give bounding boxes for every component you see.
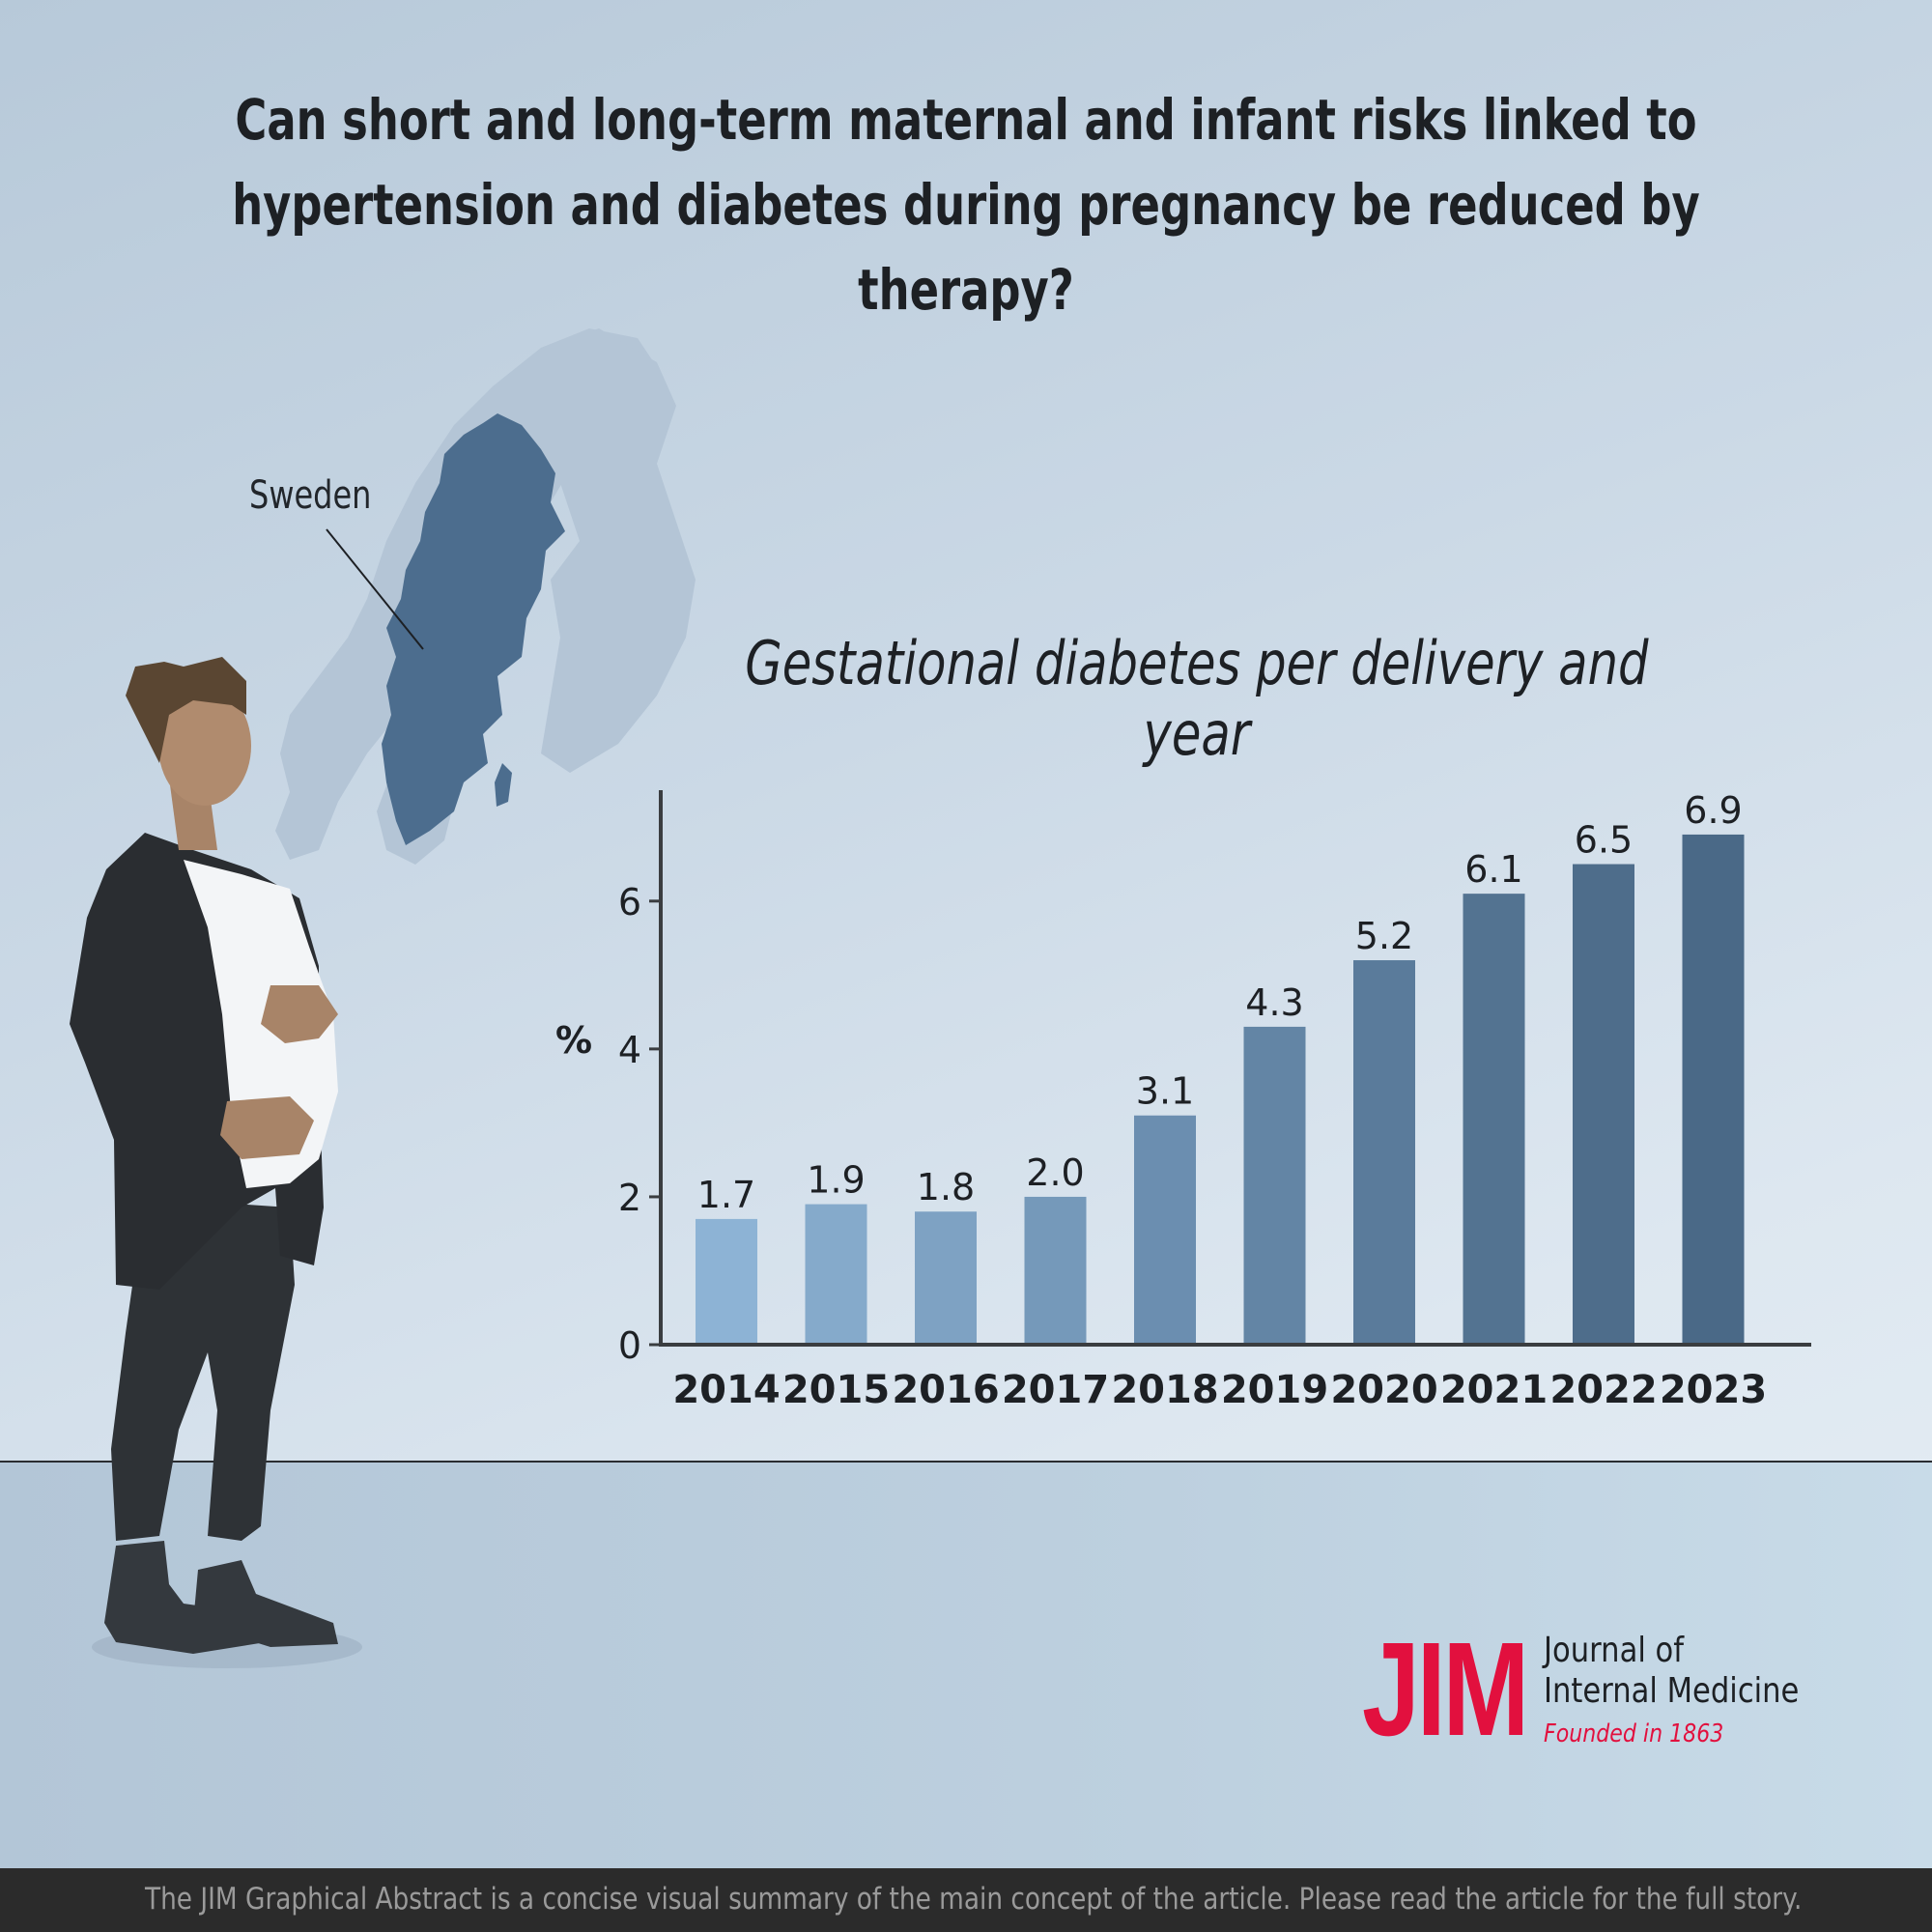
y-tick-label: 6 xyxy=(618,881,641,923)
value-label: 5.2 xyxy=(1355,915,1413,957)
x-tick-label: 2016 xyxy=(892,1368,999,1412)
title-line-2: hypertension and diabetes during pregnan… xyxy=(232,172,1700,323)
title-line-1: Can short and long-term maternal and inf… xyxy=(235,87,1697,153)
logo-name-line-2: Internal Medicine xyxy=(1544,1671,1800,1711)
bar-2019 xyxy=(1243,1026,1306,1345)
bar-2023 xyxy=(1682,834,1745,1345)
gotland-shape xyxy=(495,763,512,807)
jim-logo: JIM Journal of Internal Medicine Founded… xyxy=(1362,1615,1835,1764)
value-label: 6.9 xyxy=(1684,789,1742,832)
bar-2015 xyxy=(805,1204,867,1345)
value-label: 3.1 xyxy=(1136,1070,1194,1113)
value-label: 4.3 xyxy=(1245,981,1303,1024)
bars xyxy=(696,834,1745,1345)
x-tick-label: 2017 xyxy=(1002,1368,1109,1412)
value-label: 6.1 xyxy=(1464,848,1522,891)
y-tick-label: 4 xyxy=(618,1029,641,1071)
x-tick-label: 2019 xyxy=(1221,1368,1328,1412)
belly-hands xyxy=(220,985,338,1159)
x-tick-label: 2021 xyxy=(1440,1368,1548,1412)
map-label-sweden: Sweden xyxy=(249,473,372,518)
y-axis-label: % xyxy=(555,1019,592,1062)
page-title: Can short and long-term maternal and inf… xyxy=(185,77,1747,332)
face xyxy=(158,686,251,806)
bar-2018 xyxy=(1134,1115,1196,1345)
logo-tagline: Founded in 1863 xyxy=(1544,1719,1724,1748)
hair xyxy=(126,657,246,763)
bar-2017 xyxy=(1024,1196,1087,1345)
bar-2014 xyxy=(696,1218,757,1345)
bar-2016 xyxy=(915,1211,977,1345)
sweden-shape xyxy=(382,413,565,845)
x-tick-label: 2023 xyxy=(1660,1368,1767,1412)
x-tick-label: 2022 xyxy=(1549,1368,1657,1412)
x-tick-label: 2020 xyxy=(1330,1368,1437,1412)
y-tick-label: 0 xyxy=(618,1324,641,1367)
logo-name-line-1: Journal of xyxy=(1544,1631,1685,1670)
y-axis-ticks: 0 2 4 6 xyxy=(618,881,661,1367)
chart-title: Gestational diabetes per delivery and ye… xyxy=(745,628,1649,769)
value-label: 6.5 xyxy=(1575,819,1633,862)
value-label: 2.0 xyxy=(1026,1151,1084,1194)
floor-line xyxy=(0,1461,1932,1463)
bar-2022 xyxy=(1573,864,1634,1345)
x-tick-label: 2018 xyxy=(1111,1368,1218,1412)
value-labels: 1.7 1.9 1.8 2.0 3.1 4.3 5.2 6.1 6.5 6.9 xyxy=(697,789,1743,1216)
map-callout-line xyxy=(326,528,424,650)
floor xyxy=(0,1463,1932,1868)
value-label: 1.9 xyxy=(807,1159,865,1202)
footer-bar: The JIM Graphical Abstract is a concise … xyxy=(0,1868,1932,1932)
logo-mark: JIM xyxy=(1362,1615,1529,1764)
x-tick-label: 2015 xyxy=(782,1368,890,1412)
value-label: 1.8 xyxy=(917,1166,975,1208)
x-tick-label: 2014 xyxy=(672,1368,780,1412)
x-axis-labels: 2014 2015 2016 2017 2018 2019 2020 2021 2022 2023 xyxy=(672,1368,1767,1412)
y-tick-label: 2 xyxy=(618,1177,641,1219)
footer-text: The JIM Graphical Abstract is a concise … xyxy=(145,1882,1803,1917)
bar-2021 xyxy=(1463,894,1525,1345)
bar-2020 xyxy=(1353,960,1415,1345)
shoes xyxy=(104,1541,338,1654)
value-label: 1.7 xyxy=(697,1174,755,1216)
